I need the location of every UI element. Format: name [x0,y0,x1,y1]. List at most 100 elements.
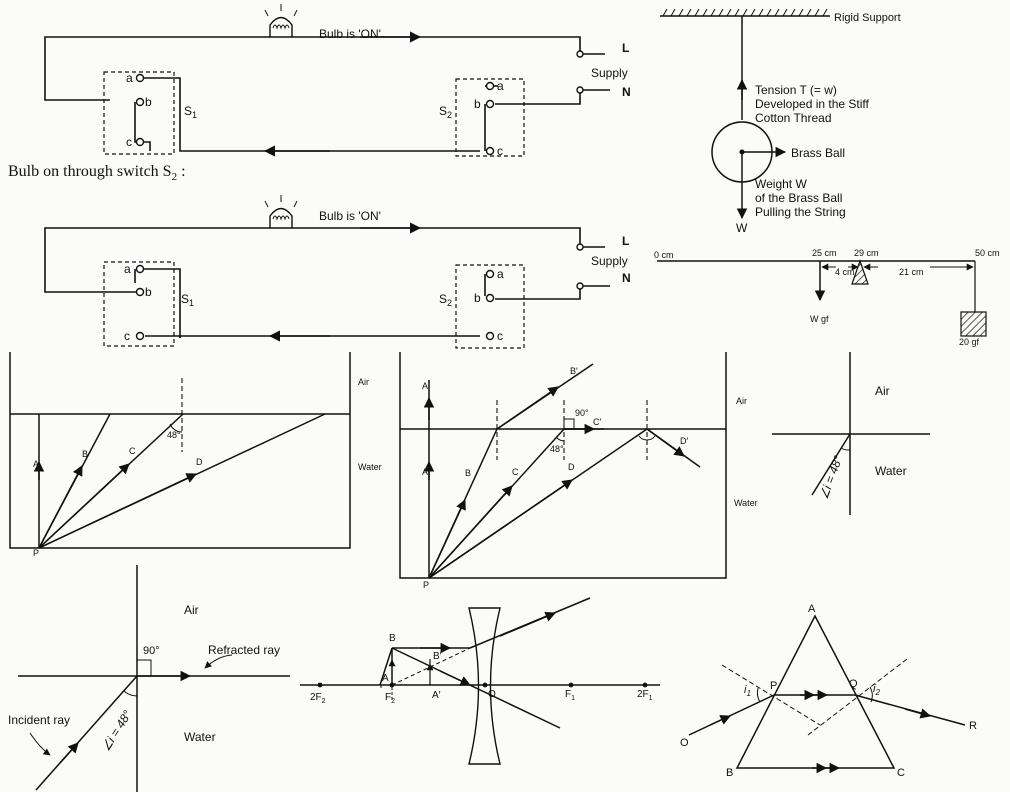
ray-a-label: A [33,459,39,469]
prism-vertex-c: C [897,767,905,779]
two-way-switch-circuit-bottom [44,195,610,349]
lens-2f2-label: 2F2 [310,692,326,705]
object-a-label: A [382,673,389,684]
supply-label-2: Supply [591,254,628,268]
crit-bottom-angle: ∠i = 48° [99,708,135,754]
prism-point-o: O [680,737,689,749]
concave-lens-ray-diagram [300,597,660,765]
s2-a-label: a [497,79,504,93]
circuit-heading: Bulb on through switch S2 : [8,163,186,183]
live-terminal-label-2: L [622,234,629,248]
source-p-mid-label: P [423,580,429,590]
dist-4cm: 4 cm [835,267,855,277]
dist-21cm: 21 cm [899,267,924,277]
ray-c-prime-label: C′ [593,417,601,427]
ray-b-mid-label: B [465,468,471,478]
s2-c-label-2: c [497,329,503,343]
critical-angle-diagram-bottom [18,565,290,792]
s1-c-label-2: c [124,329,130,343]
switch-terminals-bottom [135,243,584,341]
crit-bottom-air: Air [184,603,199,617]
prism-point-q: Q [849,678,858,690]
lens-optical-centre: O [488,689,496,700]
bulb-on-label: Bulb is 'ON' [319,27,381,41]
image-a-prime-label: A′ [432,690,441,701]
tension-label-1: Tension T (= w) [755,83,837,97]
tension-label-3: Cotton Thread [755,111,832,125]
ray-b-prime-label: B′ [570,366,578,376]
tank-mid-water: Water [734,498,758,508]
mark-25cm: 25 cm [812,248,837,258]
crit-right-air: Air [875,384,890,398]
switch-terminals-top [135,50,584,156]
switch-s1-label: S1 [184,104,197,120]
s1-a-label-2: a [124,262,131,276]
mark-50cm: 50 cm [975,248,1000,258]
image-b-prime-label: B′ [433,651,442,662]
neutral-terminal-label: N [622,85,631,99]
glass-slab-prism-diagram [688,614,966,774]
ray-a-mid-label: A [422,467,428,477]
s1-c-label: c [126,135,132,149]
crit-bottom-right-angle: 90° [143,645,160,657]
s2-a-label-2: a [497,267,504,281]
mark-0cm: 0 cm [654,250,674,260]
ray-d-label: D [196,457,203,467]
weight-label-1: Weight W [755,177,807,191]
prism-point-r: R [969,720,977,732]
angle-i2-label: i2 [873,683,880,697]
critical-angle-diagram-right [772,352,930,515]
two-way-switch-circuit-top [44,4,610,157]
angle-48-label: 48° [167,430,181,440]
crit-right-angle: ∠i = 48° [817,454,846,501]
prism-vertex-b: B [726,767,733,779]
s2-b-label-2: b [474,291,481,305]
hanging-brass-ball-diagram [660,8,830,220]
ray-d-prime-label: D′ [680,436,688,446]
weight-wgf-label: W gf [810,314,829,324]
source-p-label: P [33,548,39,558]
mark-29cm: 29 cm [854,248,879,258]
brass-ball-label: Brass Ball [791,146,845,160]
crit-bottom-water: Water [184,730,216,744]
switch-s2-label-2: S2 [439,292,452,308]
s2-c-label: c [497,144,503,158]
rigid-support-label: Rigid Support [834,12,901,24]
s1-a-label: a [126,71,133,85]
live-terminal-label: L [622,41,629,55]
right-angle-label: 90° [575,408,589,418]
light-rays-tank-middle [399,352,727,579]
prism-point-p: P [770,680,777,692]
tension-label-2: Developed in the Stiff [755,97,870,111]
s1-b-label: b [145,95,152,109]
switch-s2-label: S2 [439,104,452,120]
supply-label: Supply [591,66,628,80]
tank-left-water: Water [358,462,382,472]
angle-48-mid-label: 48° [550,444,564,454]
lens-2f1-label: 2F1 [637,689,653,702]
neutral-terminal-label-2: N [622,271,631,285]
lens-f2-label: F2 [385,692,395,705]
weight-label-3: Pulling the String [755,205,846,219]
object-b-label: B [389,633,396,644]
ray-a-prime-label: A′ [422,381,430,391]
light-rays-tank-left [9,352,351,549]
crit-right-water: Water [875,464,907,478]
angle-i1-label: i1 [744,684,751,698]
ray-c-mid-label: C [512,467,519,477]
ray-b-label: B [82,449,88,459]
weight-20gf-label: 20 gf [959,337,980,347]
bulb-on-label-2: Bulb is 'ON' [319,209,381,223]
prism-vertex-a: A [808,603,816,615]
switch-s1-label-2: S1 [181,292,194,308]
refracted-ray-label: Refracted ray [208,643,280,657]
incident-ray-label: Incident ray [8,713,70,727]
weight-w-label: W [736,221,748,235]
tank-mid-air: Air [736,396,747,406]
weight-label-2: of the Brass Ball [755,191,842,205]
tank-left-air: Air [358,377,369,387]
ray-d-mid-label: D [568,462,575,472]
ray-c-label: C [129,446,136,456]
